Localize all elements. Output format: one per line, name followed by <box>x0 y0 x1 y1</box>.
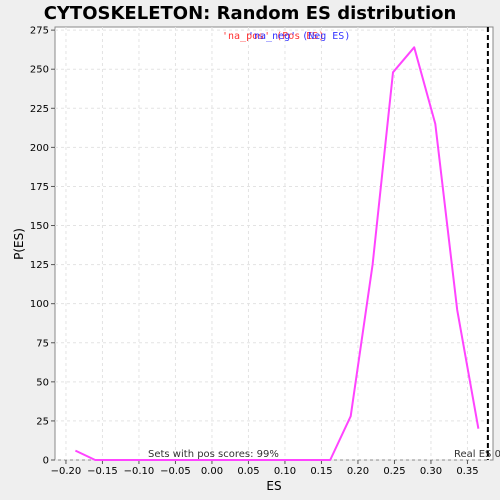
y-tick-label: 50 <box>36 377 49 388</box>
x-tick-label: 0.15 <box>310 466 332 477</box>
x-tick-label: 0.30 <box>420 466 442 477</box>
x-tick-label: 0.10 <box>274 466 296 477</box>
y-tick-label: 275 <box>30 26 49 37</box>
x-tick-label: −0.20 <box>51 466 82 477</box>
x-axis-label: ES <box>266 479 281 493</box>
legend-item-pos: 'na_pos' (Pos ES) <box>222 31 324 42</box>
y-tick-label: 100 <box>30 299 49 310</box>
es-distribution-line <box>74 46 480 461</box>
x-tick-label: −0.15 <box>87 466 118 477</box>
annotations: Sets with pos scores: 99% Real ES 0 <box>148 27 500 460</box>
series-layer <box>74 46 480 461</box>
x-tick-label: 0.25 <box>383 466 405 477</box>
x-tick-label: 0.20 <box>347 466 369 477</box>
y-tick-label: 225 <box>30 104 49 115</box>
y-tick-label: 75 <box>36 338 49 349</box>
plot-area <box>54 26 494 461</box>
grid-layer <box>55 27 493 461</box>
x-tick-label: 0.00 <box>201 466 223 477</box>
chart-title: CYTOSKELETON: Random ES distribution <box>44 3 457 24</box>
y-tick-label: 175 <box>30 182 49 193</box>
x-tick-label: 0.05 <box>237 466 259 477</box>
x-tick-label: 0.35 <box>456 466 478 477</box>
legend-item-neg: 'na_neg' (Neg ES) <box>248 31 350 42</box>
y-tick-label: 25 <box>36 416 49 427</box>
y-tick-label: 125 <box>30 260 49 271</box>
real-es-annotation: Real ES 0 <box>454 449 500 460</box>
y-tick-label: 150 <box>30 221 49 232</box>
x-tick-label: −0.05 <box>160 466 191 477</box>
pos-scores-annotation: Sets with pos scores: 99% <box>148 449 279 460</box>
y-tick-label: 200 <box>30 143 49 154</box>
y-axis-label: P(ES) <box>12 228 26 260</box>
x-tick-label: −0.10 <box>124 466 155 477</box>
legend: 'na_pos' (Pos ES)'na_neg' (Neg ES) <box>222 31 350 42</box>
axes-layer: −0.20 −0.15 −0.10 −0.05 0.00 0.05 0.10 0.15 0.20… <box>30 26 479 477</box>
y-tick-label: 0 <box>43 456 49 467</box>
y-tick-label: 250 <box>30 65 49 76</box>
